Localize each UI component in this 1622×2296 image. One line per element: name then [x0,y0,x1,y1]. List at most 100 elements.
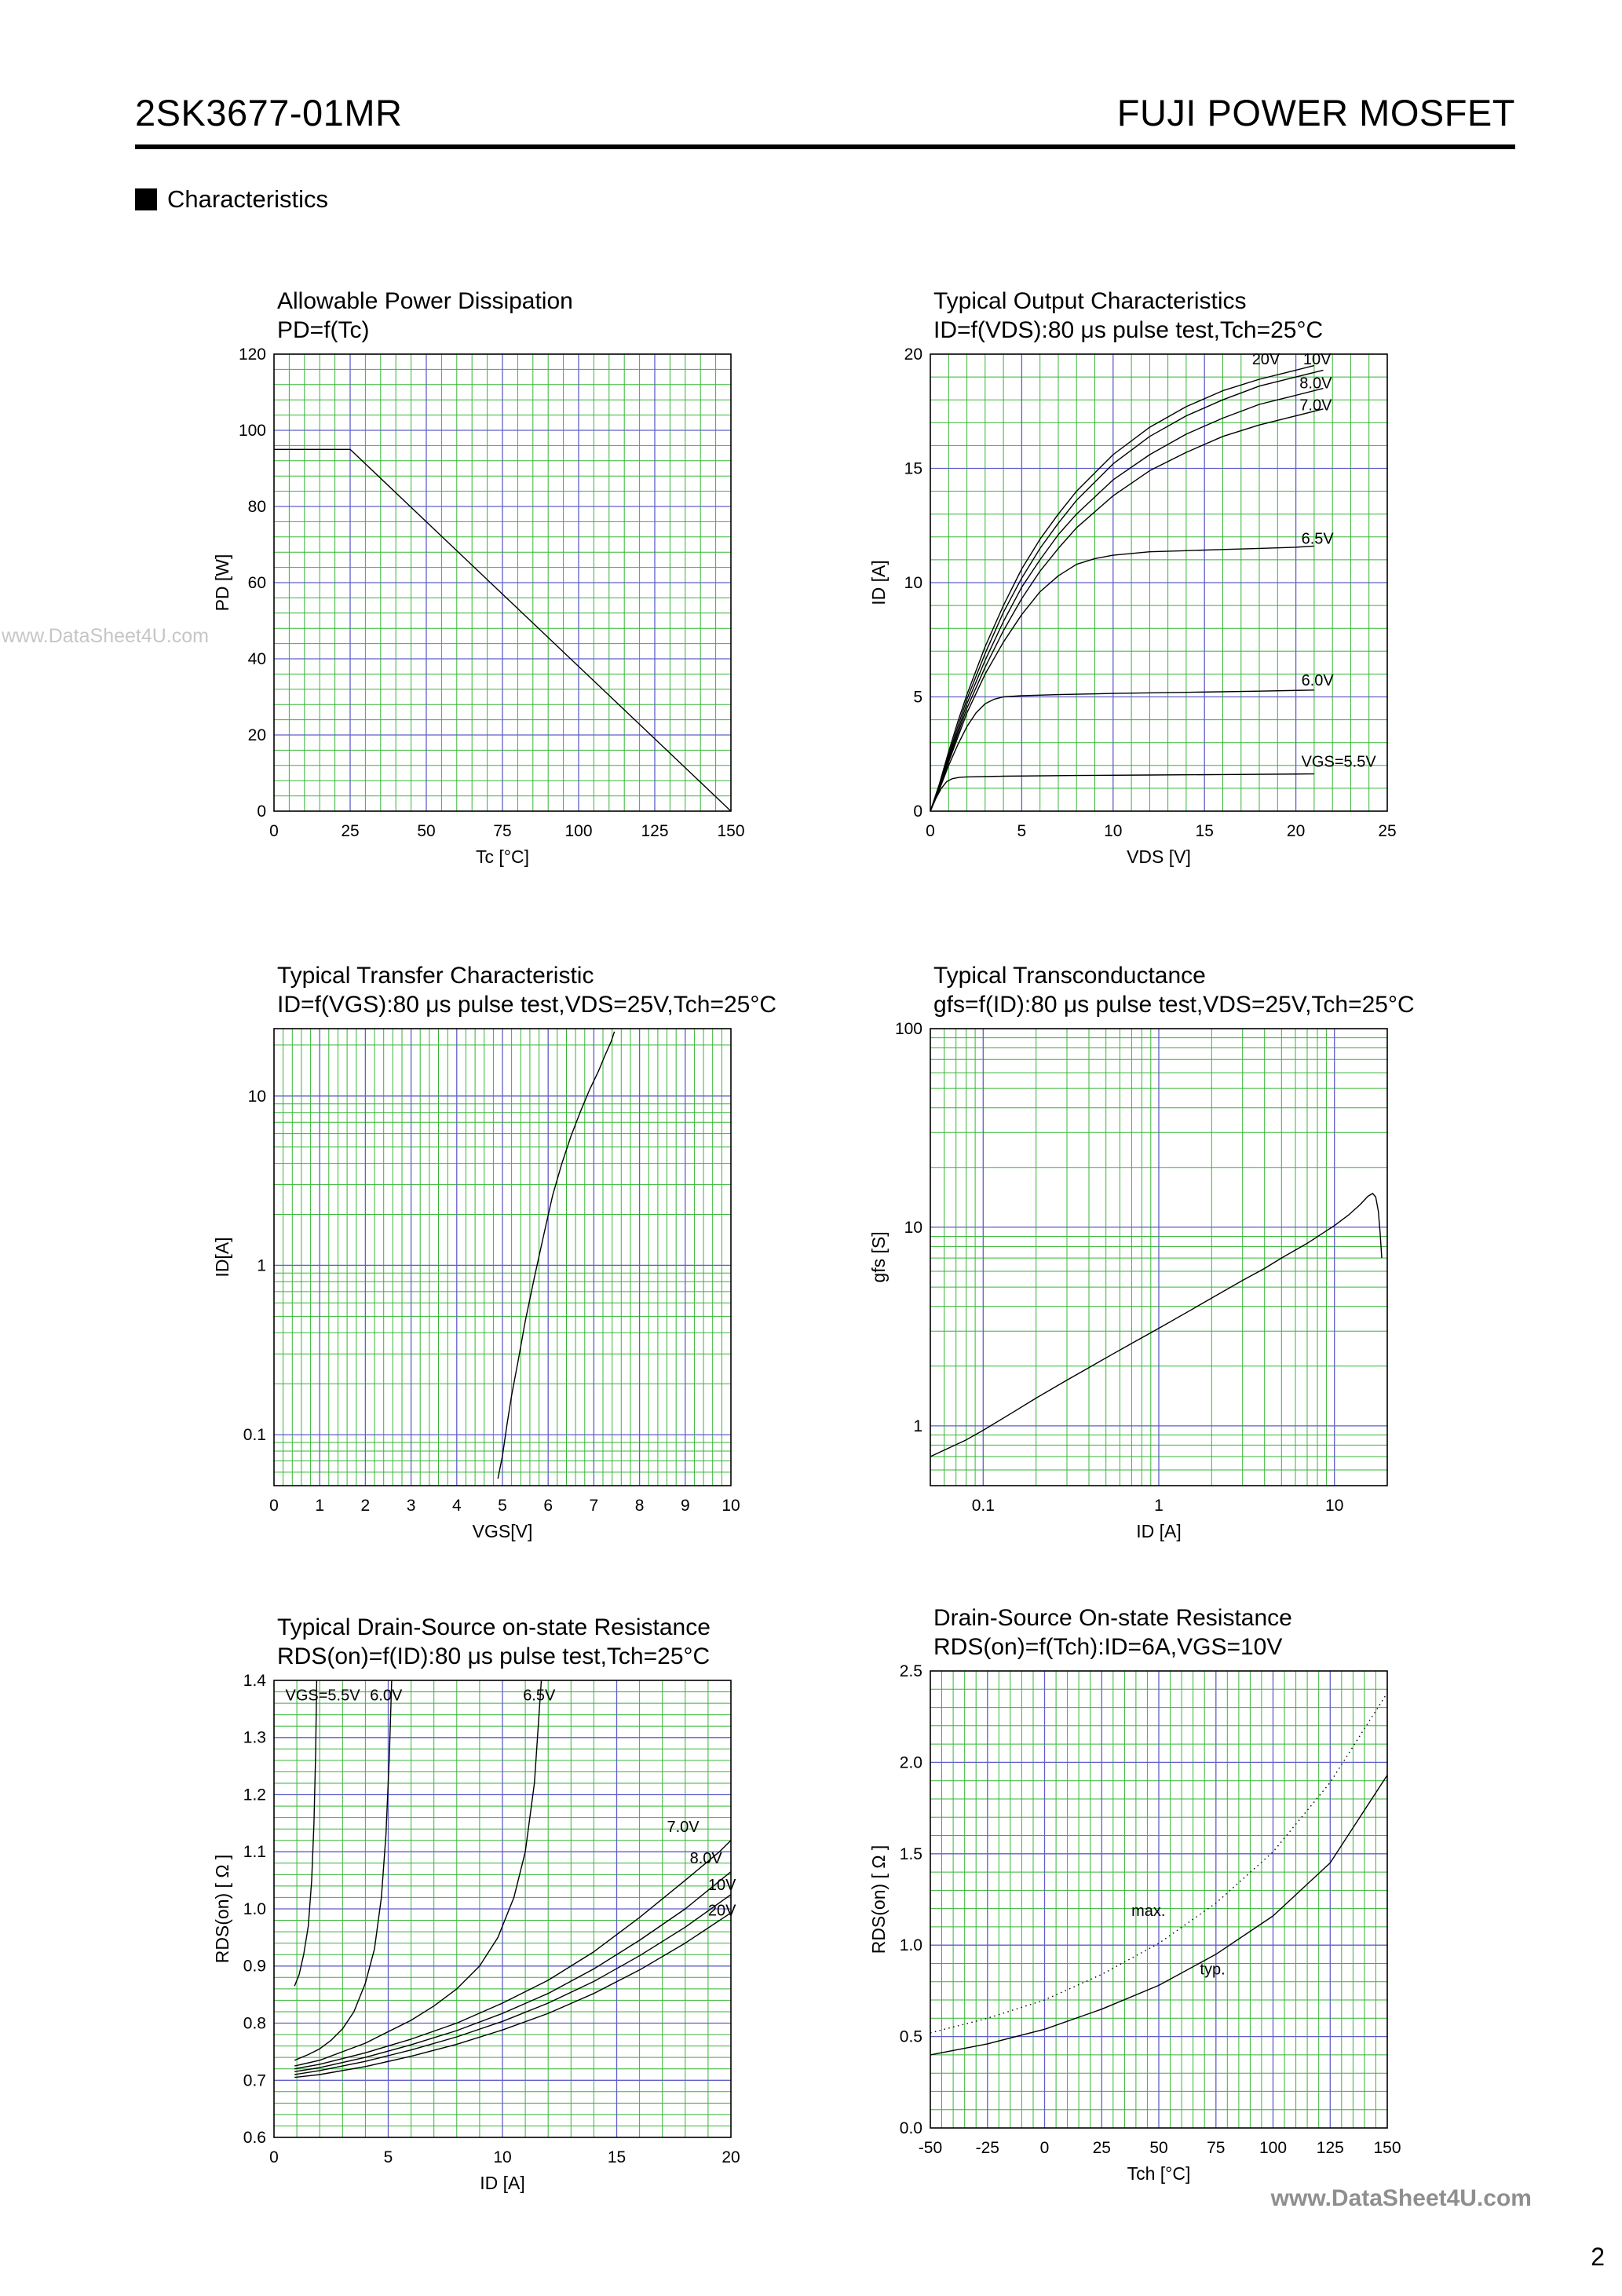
chart-title-line1: Allowable Power Dissipation [277,288,573,314]
svg-text:10: 10 [1325,1497,1343,1515]
svg-text:15: 15 [1196,822,1214,840]
svg-text:0.0: 0.0 [900,2119,922,2137]
svg-text:1.3: 1.3 [243,1729,266,1747]
svg-text:1: 1 [315,1497,324,1515]
svg-text:25: 25 [1093,2139,1111,2157]
svg-text:RDS(on) [ Ω ]: RDS(on) [ Ω ] [871,1845,889,1954]
svg-text:2: 2 [361,1497,371,1515]
svg-text:0.9: 0.9 [243,1958,266,1976]
svg-text:0: 0 [257,803,266,821]
svg-text:4: 4 [452,1497,462,1515]
chart-title-line1: Typical Transconductance [933,963,1206,989]
brand-title: FUJI POWER MOSFET [1116,92,1515,133]
chart-typical-output-characteristics: Typical Output Characteristics ID=f(VDS)… [871,287,1405,872]
svg-text:PD [W]: PD [W] [215,554,232,612]
svg-text:1: 1 [1154,1497,1164,1515]
chart-title-line2: RDS(on)=f(Tch):ID=6A,VGS=10V [933,1634,1283,1660]
svg-text:20V: 20V [1252,351,1280,368]
svg-text:gfs [S]: gfs [S] [871,1231,889,1282]
svg-text:Tc [°C]: Tc [°C] [476,846,529,867]
chart-title: Typical Transconductance gfs=f(ID):80 μs… [933,961,1415,1019]
svg-text:100: 100 [895,1020,922,1038]
svg-text:5: 5 [498,1497,507,1515]
chart-title-line1: Typical Drain-Source on-state Resistance [277,1614,711,1640]
chart-title: Typical Output Characteristics ID=f(VDS)… [933,287,1405,345]
page-number: 2 [1591,2243,1605,2271]
svg-text:150: 150 [1373,2139,1401,2157]
svg-text:10: 10 [248,1088,266,1106]
chart-allowable-power-dissipation: Allowable Power Dissipation PD=f(Tc) 0 25… [215,287,749,872]
chart-typical-rdson-vs-id: Typical Drain-Source on-state Resistance… [215,1613,749,2199]
svg-text:15: 15 [904,460,922,478]
svg-text:2.5: 2.5 [900,1662,922,1680]
svg-text:125: 125 [641,822,668,840]
svg-text:9: 9 [681,1497,690,1515]
svg-text:0: 0 [269,2148,279,2166]
svg-text:25: 25 [341,822,359,840]
svg-text:8.0V: 8.0V [690,1850,723,1867]
svg-text:-50: -50 [919,2139,942,2157]
chart-title-line1: Typical Transfer Characteristic [277,963,594,989]
svg-text:6.0V: 6.0V [370,1687,403,1705]
svg-text:6.0V: 6.0V [1302,672,1335,689]
svg-text:0.5: 0.5 [900,2028,922,2046]
chart-title-line2: gfs=f(ID):80 μs pulse test,VDS=25V,Tch=2… [933,992,1415,1018]
chart-title-line2: ID=f(VDS):80 μs pulse test,Tch=25°C [933,317,1324,343]
svg-text:Tch [°C]: Tch [°C] [1127,2163,1191,2184]
svg-text:10V: 10V [1303,351,1332,368]
chart-typical-transconductance: Typical Transconductance gfs=f(ID):80 μs… [871,961,1415,1547]
svg-text:10: 10 [493,2148,511,2166]
chart-canvas-id-vs-vds: 0 5 10 15 20 25 0 5 10 15 20 VDS [V] ID [A] 20V 10V 8.0… [871,345,1397,867]
svg-text:0: 0 [1040,2139,1050,2157]
svg-text:7.0V: 7.0V [1299,397,1332,414]
svg-text:5: 5 [1017,822,1027,840]
chart-canvas-pd-vs-tc: 0 25 50 75 100 125 150 0 20 40 60 80 100 120 Tc [°C] PD… [215,345,745,867]
chart-title: Allowable Power Dissipation PD=f(Tc) [277,287,749,345]
svg-text:1.5: 1.5 [900,1845,922,1863]
watermark-footer: www.DataSheet4U.com [1270,2185,1532,2211]
svg-text:2.0: 2.0 [900,1753,922,1771]
chart-canvas-rdson-vs-tch: -50 -25 0 25 50 75 100 125 150 0.0 0.5 1.0 1.5 2.0 2.5… [871,1662,1401,2184]
svg-text:20: 20 [1287,822,1305,840]
svg-text:1.0: 1.0 [900,1936,922,1954]
chart-title-line2: PD=f(Tc) [277,317,370,343]
svg-text:10: 10 [904,1219,922,1237]
chart-typical-transfer-characteristic: Typical Transfer Characteristic ID=f(VGS… [215,961,776,1547]
svg-text:25: 25 [1378,822,1396,840]
svg-text:0.7: 0.7 [243,2071,266,2089]
svg-text:50: 50 [1149,2139,1167,2157]
watermark-left: www.DataSheet4U.com [2,625,210,647]
svg-text:75: 75 [493,822,511,840]
svg-text:10: 10 [1104,822,1122,840]
svg-text:typ.: typ. [1200,1961,1225,1978]
svg-text:8: 8 [635,1497,645,1515]
svg-text:VGS[V]: VGS[V] [473,1521,533,1541]
svg-text:5: 5 [384,2148,393,2166]
svg-text:75: 75 [1207,2139,1225,2157]
svg-text:6.5V: 6.5V [523,1687,556,1705]
chart-title-line1: Typical Output Characteristics [933,288,1247,314]
svg-text:1: 1 [257,1256,266,1274]
svg-text:VGS=5.5V: VGS=5.5V [1302,753,1377,770]
svg-text:3: 3 [407,1497,416,1515]
svg-text:-25: -25 [976,2139,999,2157]
svg-text:RDS(on) [ Ω ]: RDS(on) [ Ω ] [215,1855,232,1964]
chart-title: Typical Transfer Characteristic ID=f(VGS… [277,961,776,1019]
svg-text:1.4: 1.4 [243,1672,267,1690]
svg-text:0.6: 0.6 [243,2129,266,2147]
svg-text:10: 10 [904,574,922,592]
svg-text:ID [A]: ID [A] [480,2173,525,2193]
svg-text:1: 1 [913,1417,922,1435]
part-number: 2SK3677-01MR [135,92,403,133]
header-rule [135,144,1515,149]
svg-text:20: 20 [721,2148,740,2166]
svg-text:100: 100 [1259,2139,1287,2157]
svg-text:0: 0 [926,822,935,840]
svg-text:50: 50 [417,822,435,840]
svg-text:VDS [V]: VDS [V] [1127,846,1191,867]
svg-text:80: 80 [248,498,266,516]
svg-text:1.0: 1.0 [243,1900,266,1918]
chart-title-line1: Drain-Source On-state Resistance [933,1605,1292,1631]
section-header: Characteristics [135,185,328,214]
